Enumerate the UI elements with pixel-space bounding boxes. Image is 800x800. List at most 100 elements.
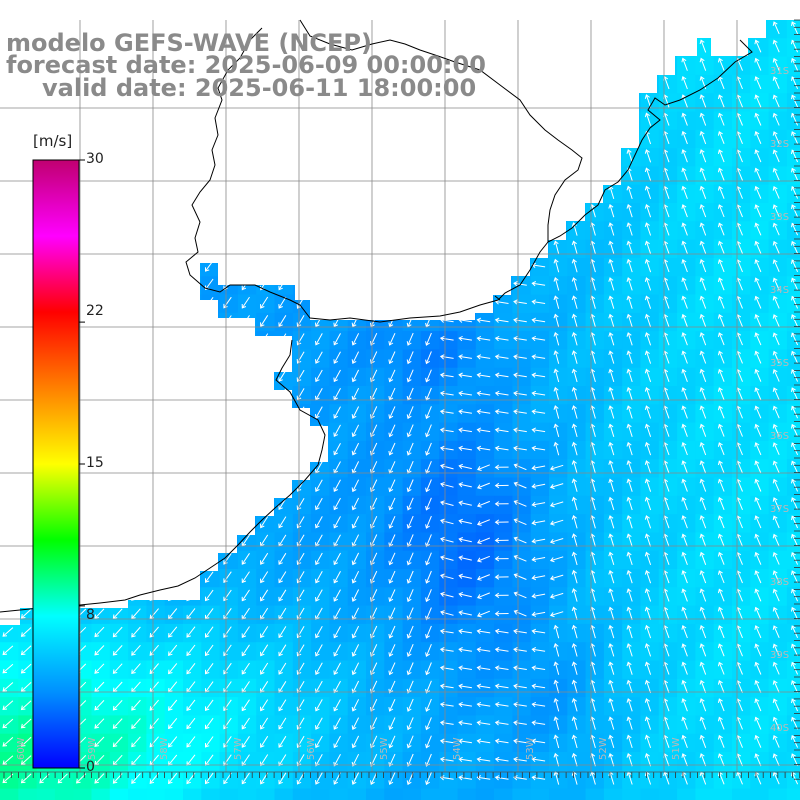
wind-arrow-head (333, 578, 339, 584)
field-cell (622, 312, 642, 332)
field-cell (439, 605, 459, 625)
wind-arrow-head (681, 277, 687, 283)
field-cell (677, 477, 696, 497)
wind-arrow-head (608, 441, 614, 447)
wind-arrow (514, 610, 527, 617)
field-cell (768, 550, 788, 570)
field-cell (640, 770, 660, 790)
field-cell (237, 294, 257, 314)
wind-arrow-head (754, 533, 760, 539)
field-cell (402, 770, 422, 790)
wind-arrow (773, 149, 780, 163)
wind-arrow-head (513, 409, 518, 415)
wind-arrow-head (351, 487, 357, 493)
field-cell (695, 440, 715, 460)
wind-arrow-head (440, 536, 445, 543)
field-cell (439, 752, 459, 771)
wind-arrow-head (458, 445, 463, 451)
wind-arrow (389, 570, 396, 584)
field-cell (622, 367, 642, 387)
field-cell (658, 623, 678, 643)
field-cell (329, 514, 349, 533)
field-cell (512, 623, 532, 643)
wind-arrow-head (494, 482, 500, 489)
field-cell (420, 550, 440, 570)
field-cell (439, 367, 459, 387)
field-cell (695, 477, 715, 497)
field-cell (256, 770, 276, 790)
wind-arrow-head (351, 578, 357, 584)
wind-arrow-head (772, 332, 778, 338)
wind-arrow-head (626, 222, 632, 228)
wind-arrow (94, 645, 105, 656)
wind-arrow (573, 552, 578, 566)
wind-arrow (168, 626, 178, 638)
field-cell (603, 440, 623, 460)
field-cell (603, 642, 623, 662)
wind-arrow (315, 625, 323, 638)
wind-arrow-head (315, 414, 320, 419)
field-cell (384, 569, 404, 588)
wind-arrow (737, 406, 743, 419)
wind-arrow-head (571, 496, 577, 502)
field-cell (768, 788, 788, 800)
wind-arrow-head (406, 432, 412, 438)
field-cell (695, 550, 715, 570)
wind-arrow (554, 332, 560, 346)
wind-arrow (573, 424, 578, 438)
wind-arrow (352, 552, 360, 565)
wind-arrow (389, 461, 396, 474)
field-cell (109, 752, 129, 771)
field-cell (750, 495, 770, 515)
field-cell (530, 367, 550, 387)
field-cell (567, 550, 587, 570)
field-cell (274, 312, 294, 332)
wind-arrow (278, 534, 287, 547)
wind-arrow (573, 350, 578, 364)
field-cell (256, 312, 276, 332)
wind-arrow-head (494, 537, 500, 544)
field-cell (164, 788, 184, 800)
field-cell (713, 239, 733, 259)
field-cell (786, 404, 800, 424)
field-cell (164, 752, 184, 771)
field-cell (732, 697, 751, 716)
field-cell (750, 312, 770, 332)
field-cell (695, 495, 715, 515)
wind-arrow-head (772, 76, 778, 81)
wind-arrow (425, 497, 432, 510)
field-cell (622, 276, 642, 296)
field-cell (768, 20, 788, 39)
wind-arrow-head (717, 460, 723, 466)
wind-arrow (609, 497, 615, 511)
field-cell (384, 623, 404, 643)
wind-arrow-head (699, 368, 705, 374)
field-cell (366, 422, 385, 442)
wind-arrow-head (131, 651, 136, 656)
wind-arrow-head (388, 633, 394, 639)
field-cell (786, 349, 800, 369)
field-cell (713, 93, 733, 113)
field-cell (256, 733, 276, 753)
wind-arrow (21, 645, 32, 655)
wind-arrow (573, 314, 578, 328)
wind-arrow-head (644, 368, 650, 374)
wind-arrow-head (315, 523, 320, 529)
field-cell (164, 605, 184, 625)
field-cell (530, 514, 550, 533)
field-cell (219, 587, 239, 607)
wind-arrow-head (772, 57, 778, 63)
wind-arrow-head (626, 386, 632, 392)
field-cell (786, 678, 800, 698)
wind-arrow (495, 355, 509, 359)
field-cell (384, 459, 404, 479)
wind-arrow-head (681, 478, 687, 484)
wind-arrow (241, 571, 250, 583)
wind-arrow (407, 406, 414, 419)
wind-arrow-head (553, 277, 559, 282)
wind-arrow-head (791, 314, 796, 319)
wind-arrow-head (608, 368, 614, 374)
wind-arrow-head (717, 405, 723, 411)
wind-arrow-head (549, 593, 555, 599)
field-cell (329, 532, 349, 552)
